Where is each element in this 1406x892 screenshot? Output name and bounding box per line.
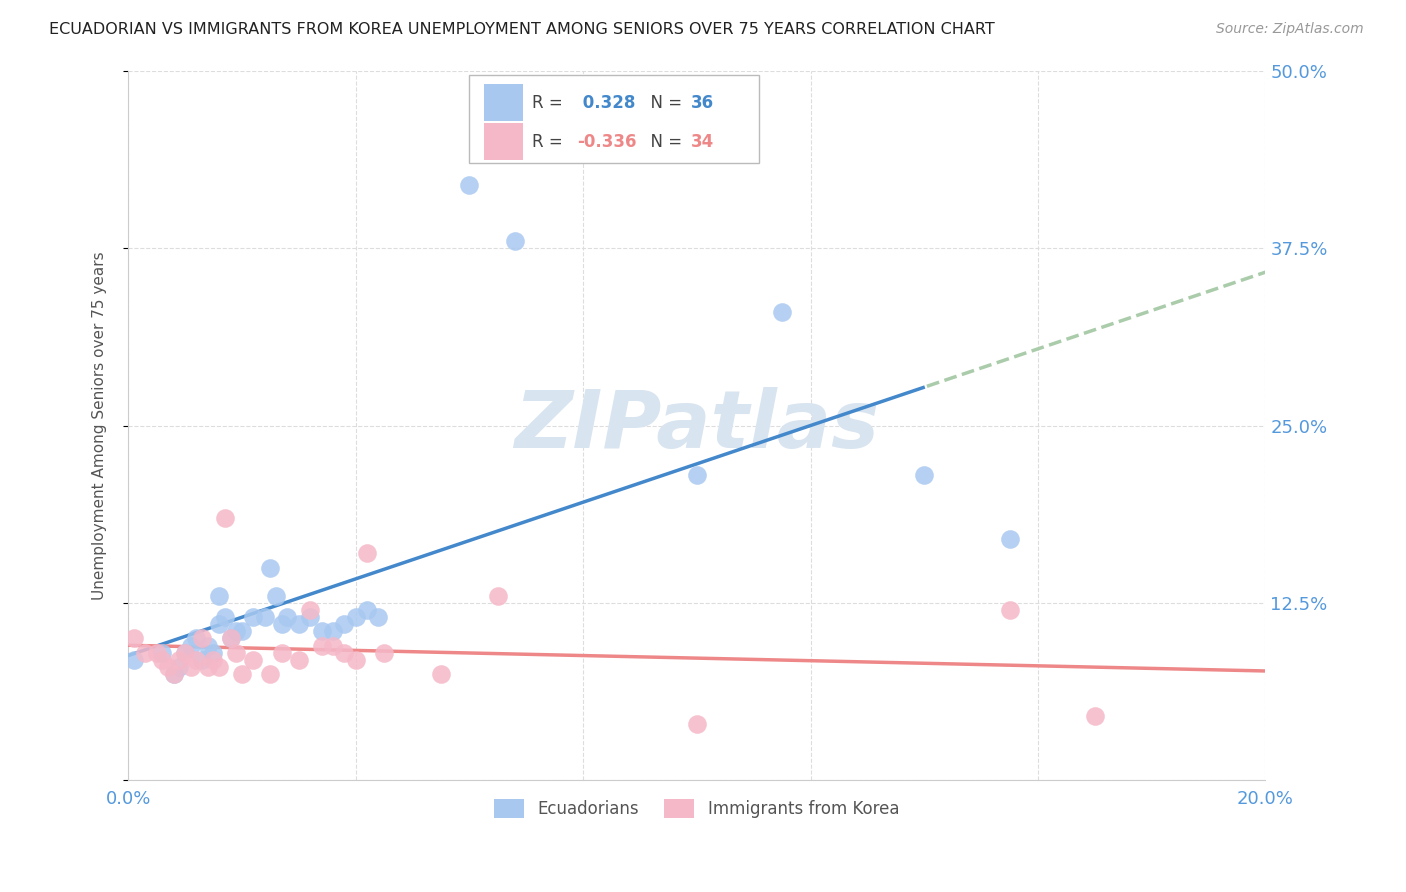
Point [225,646,247,660]
FancyBboxPatch shape [470,75,759,163]
Point [191,632,214,646]
Point [344,653,367,667]
Point [430,667,453,681]
Point [186,653,208,667]
Point [202,646,225,660]
Point [1084,709,1107,723]
Point [259,560,281,574]
Point [202,653,225,667]
Text: Source: ZipAtlas.com: Source: ZipAtlas.com [1216,22,1364,37]
Point [311,624,333,639]
Text: N =: N = [640,133,688,151]
Point [322,624,344,639]
Point [163,667,186,681]
Point [344,610,367,624]
FancyBboxPatch shape [484,84,523,121]
Point [367,610,389,624]
Point [458,178,481,192]
Point [186,632,208,646]
Point [174,646,197,660]
Point [270,646,292,660]
Point [225,624,247,639]
Point [169,660,191,674]
Point [686,716,709,731]
Point [122,653,145,667]
Point [503,234,526,248]
Point [150,646,173,660]
Point [770,305,793,319]
Point [998,603,1021,617]
Point [163,667,186,681]
Point [214,511,236,525]
Point [373,646,395,660]
Point [299,603,322,617]
Point [145,646,167,660]
Point [253,610,276,624]
Point [174,646,197,660]
Point [264,589,287,603]
Point [486,589,509,603]
Point [686,468,709,483]
Point [219,632,242,646]
Point [333,617,356,632]
Point [219,632,242,646]
Point [208,660,231,674]
Text: 0.328: 0.328 [578,94,636,112]
Point [322,639,344,653]
Point [180,660,202,674]
Point [276,610,298,624]
Point [134,646,156,660]
Point [299,610,322,624]
FancyBboxPatch shape [484,123,523,161]
Y-axis label: Unemployment Among Seniors over 75 years: Unemployment Among Seniors over 75 years [93,252,107,600]
Point [356,603,378,617]
Text: ZIPatlas: ZIPatlas [515,386,879,465]
Point [998,532,1021,546]
Point [333,646,356,660]
Legend: Ecuadorians, Immigrants from Korea: Ecuadorians, Immigrants from Korea [488,793,905,825]
Text: N =: N = [640,94,688,112]
Point [287,617,309,632]
Point [214,610,236,624]
Point [122,632,145,646]
Point [197,660,219,674]
Text: R =: R = [531,94,568,112]
Point [912,468,935,483]
Point [259,667,281,681]
Text: -0.336: -0.336 [578,133,637,151]
Text: 34: 34 [692,133,714,151]
Point [156,660,179,674]
Text: R =: R = [531,133,568,151]
Point [311,639,333,653]
Point [231,667,253,681]
Text: ECUADORIAN VS IMMIGRANTS FROM KOREA UNEMPLOYMENT AMONG SENIORS OVER 75 YEARS COR: ECUADORIAN VS IMMIGRANTS FROM KOREA UNEM… [49,22,995,37]
Point [197,639,219,653]
Point [180,639,202,653]
Point [270,617,292,632]
Point [287,653,309,667]
Point [208,589,231,603]
Point [208,617,231,632]
Point [231,624,253,639]
Point [242,610,264,624]
Point [356,546,378,560]
Point [150,653,173,667]
Point [242,653,264,667]
Text: 36: 36 [692,94,714,112]
Point [191,653,214,667]
Point [169,653,191,667]
